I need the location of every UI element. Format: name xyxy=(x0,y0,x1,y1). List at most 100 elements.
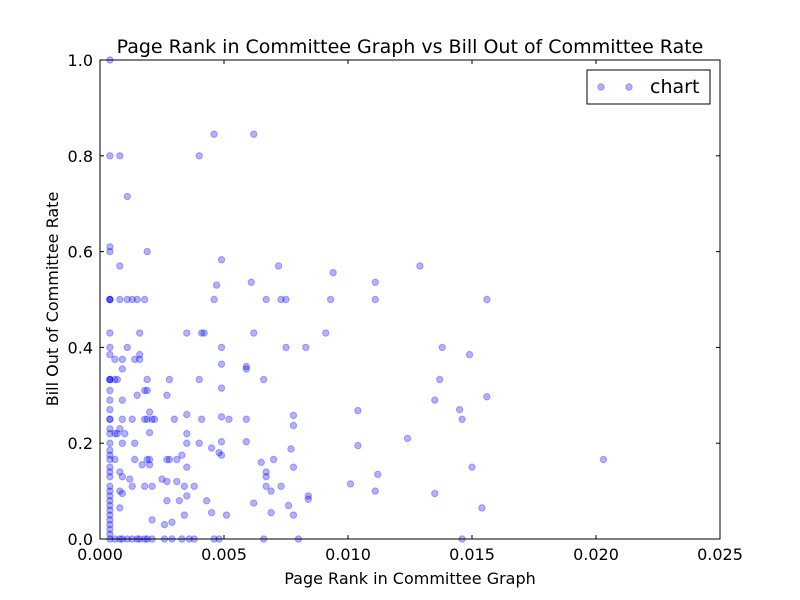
data-point xyxy=(106,473,114,481)
data-point xyxy=(163,455,171,464)
data-point xyxy=(259,375,268,384)
data-point xyxy=(106,487,114,495)
data-point xyxy=(183,463,191,471)
data-point xyxy=(242,438,251,446)
data-point xyxy=(145,428,154,437)
data-point xyxy=(118,439,127,447)
data-point xyxy=(106,295,114,304)
data-point xyxy=(118,355,127,364)
data-point xyxy=(354,441,362,450)
data-point xyxy=(106,375,114,384)
data-point xyxy=(106,396,114,404)
data-point xyxy=(148,415,156,423)
data-point xyxy=(183,329,191,337)
data-point xyxy=(106,511,114,519)
y-axis-label: Bill Out of Committee Rate xyxy=(43,192,62,407)
data-point xyxy=(210,295,218,304)
data-point xyxy=(106,295,114,304)
data-point xyxy=(116,487,124,495)
data-point xyxy=(160,520,169,529)
data-point xyxy=(116,152,124,160)
data-point xyxy=(145,455,154,464)
data-point xyxy=(197,329,206,337)
data-point xyxy=(118,396,127,404)
data-point xyxy=(170,415,179,423)
data-point xyxy=(135,329,144,337)
data-point xyxy=(106,520,114,529)
data-point xyxy=(483,295,491,304)
data-point xyxy=(116,425,124,433)
data-point xyxy=(118,489,127,498)
data-point xyxy=(403,434,412,443)
data-point xyxy=(478,504,486,512)
data-point xyxy=(106,496,114,505)
data-point xyxy=(262,473,270,481)
data-point xyxy=(217,413,226,421)
data-point xyxy=(200,329,208,337)
data-point xyxy=(326,295,335,304)
data-point xyxy=(289,421,298,430)
data-point xyxy=(131,439,139,447)
data-point xyxy=(274,262,283,270)
data-point xyxy=(267,487,275,495)
data-point xyxy=(118,473,127,481)
data-point xyxy=(212,281,221,289)
data-point xyxy=(178,451,186,459)
data-point xyxy=(217,384,226,392)
data-point xyxy=(217,343,226,352)
data-point xyxy=(106,439,114,447)
data-point xyxy=(225,415,233,423)
data-point xyxy=(262,295,270,304)
data-point xyxy=(438,343,446,352)
data-point xyxy=(287,445,295,453)
x-tick-label: 0.015 xyxy=(449,545,495,564)
data-point xyxy=(304,492,313,500)
data-point xyxy=(106,525,114,534)
data-point xyxy=(135,355,144,364)
data-point xyxy=(207,508,216,517)
data-point xyxy=(374,470,382,479)
data-point xyxy=(242,415,251,423)
data-point xyxy=(163,391,171,399)
data-point xyxy=(195,152,203,160)
data-point xyxy=(210,130,218,138)
data-point xyxy=(431,489,439,498)
data-point xyxy=(128,295,136,304)
data-point xyxy=(116,295,124,304)
data-point xyxy=(222,511,231,519)
data-point xyxy=(207,444,216,452)
data-point xyxy=(106,455,114,464)
data-point xyxy=(183,429,191,438)
data-point xyxy=(163,496,171,505)
data-point xyxy=(118,415,127,423)
data-point xyxy=(133,295,141,304)
data-point xyxy=(111,429,119,438)
data-point xyxy=(126,475,134,483)
data-point xyxy=(483,393,491,401)
y-tick-label: 0.8 xyxy=(68,147,93,166)
data-point xyxy=(183,410,191,419)
data-point xyxy=(277,482,285,491)
x-tick-label: 0.000 xyxy=(77,545,123,564)
data-point xyxy=(416,262,424,270)
data-point xyxy=(215,449,223,457)
y-tick-label: 0.6 xyxy=(68,243,93,262)
data-point xyxy=(143,455,151,464)
data-point xyxy=(145,408,154,416)
data-point xyxy=(354,406,362,415)
data-point xyxy=(183,439,191,447)
data-point xyxy=(289,463,298,471)
data-point xyxy=(121,429,129,438)
legend: chart xyxy=(586,69,711,105)
data-point xyxy=(106,482,114,491)
data-point xyxy=(113,429,122,438)
data-point xyxy=(282,295,290,304)
data-point xyxy=(371,278,379,286)
data-point xyxy=(131,355,139,364)
y-tick-label: 0.2 xyxy=(68,434,93,453)
data-point xyxy=(106,468,114,476)
data-point xyxy=(118,365,127,373)
y-tick-label: 1.0 xyxy=(68,51,93,70)
data-point xyxy=(143,415,151,423)
